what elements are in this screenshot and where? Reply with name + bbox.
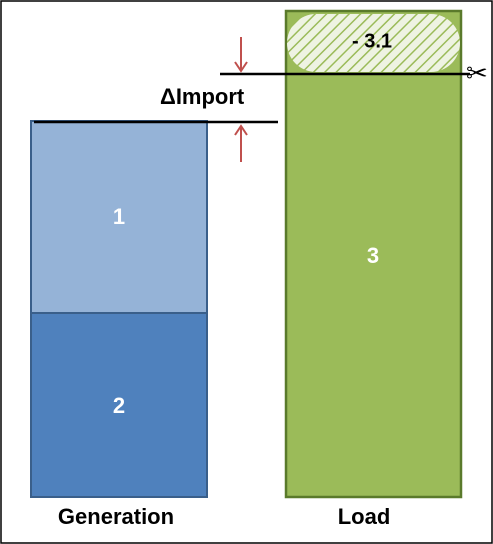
load-segment-label: 3	[366, 243, 380, 268]
load-label: Load	[337, 504, 391, 529]
arrow-down-icon	[234, 37, 248, 73]
generation-label: Generation	[57, 504, 175, 529]
generation-segment-2-label: 2	[112, 393, 126, 418]
load-cut-label: - 3.1	[351, 30, 393, 53]
generation-segment-2	[30, 312, 208, 498]
generation-segment-1-label: 1	[112, 204, 126, 229]
scissors-icon: ✂	[466, 58, 488, 88]
load-cut-region	[287, 14, 460, 72]
arrow-up-icon	[234, 124, 248, 162]
load-bar	[284, 9, 463, 499]
delta-import-label: ΔImport	[160, 84, 245, 109]
